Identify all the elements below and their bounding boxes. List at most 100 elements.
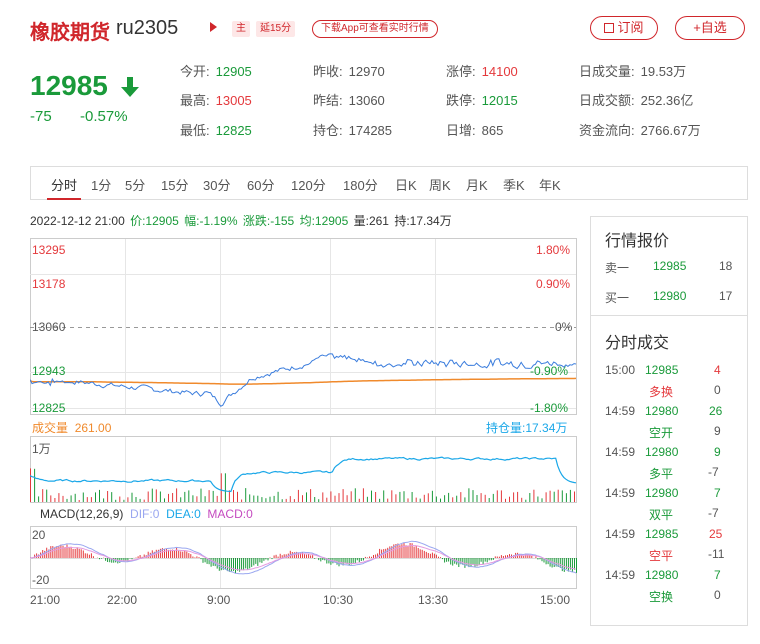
macd-bar bbox=[204, 558, 206, 563]
tab-5[interactable]: 60分 bbox=[247, 178, 275, 193]
tab-7[interactable]: 180分 bbox=[343, 178, 378, 193]
stat-label: 最高: bbox=[180, 93, 210, 108]
subscribe-label: 订阅 bbox=[617, 20, 644, 35]
macd-bar bbox=[541, 558, 543, 562]
volume-bar bbox=[574, 491, 575, 502]
macd-bar bbox=[190, 554, 192, 558]
volume-bar bbox=[70, 495, 72, 502]
volume-bar bbox=[444, 495, 446, 502]
macd-bar bbox=[324, 558, 326, 561]
macd-bar bbox=[251, 558, 253, 567]
play-icon[interactable] bbox=[210, 22, 217, 32]
volume-bar bbox=[476, 495, 478, 502]
macd-bar bbox=[48, 549, 50, 558]
trade-oi-change: 9 bbox=[714, 424, 721, 438]
volume-bar bbox=[66, 498, 68, 502]
volume-bar bbox=[99, 489, 100, 502]
macd-bar bbox=[174, 550, 176, 558]
tab-3[interactable]: 15分 bbox=[161, 178, 189, 193]
macd-bar bbox=[478, 558, 480, 565]
macd-bar bbox=[468, 558, 470, 568]
bid-label: 买一 bbox=[605, 291, 630, 305]
trade-time: 14:59 bbox=[605, 527, 636, 541]
macd-bar bbox=[56, 546, 58, 558]
volume-bar bbox=[334, 495, 336, 502]
volume-bar bbox=[464, 497, 466, 502]
macd-bar bbox=[482, 558, 484, 565]
download-app-link[interactable]: 下载App可查看实时行情 bbox=[312, 20, 438, 38]
tab-9[interactable]: 周K bbox=[429, 178, 451, 193]
intraday-chart[interactable] bbox=[30, 238, 578, 610]
tab-10[interactable]: 月K bbox=[466, 178, 488, 193]
macd-bar bbox=[90, 553, 92, 558]
tab-2[interactable]: 5分 bbox=[125, 178, 146, 193]
macd-bar bbox=[545, 558, 547, 565]
volume-bar bbox=[131, 492, 133, 502]
add-watch-button[interactable]: +自选 bbox=[675, 16, 745, 40]
macd-bar bbox=[559, 558, 561, 568]
macd-bar bbox=[249, 558, 251, 569]
volume-bar bbox=[565, 493, 567, 502]
trade-oi-change: -11 bbox=[708, 547, 725, 561]
macd-bar bbox=[448, 558, 450, 562]
macd-bar bbox=[531, 556, 533, 558]
macd-bar bbox=[348, 558, 350, 566]
tab-0[interactable]: 分时 bbox=[51, 178, 78, 193]
tab-4[interactable]: 30分 bbox=[203, 178, 231, 193]
volume-bar bbox=[472, 490, 474, 502]
volume-bar bbox=[220, 473, 222, 502]
macd-bar bbox=[275, 554, 277, 558]
macd-bar bbox=[407, 545, 409, 558]
tab-6[interactable]: 120分 bbox=[291, 178, 326, 193]
subscribe-button[interactable]: 订阅 bbox=[590, 16, 658, 40]
page-title: 橡胶期货 bbox=[30, 22, 110, 44]
macd-bar bbox=[166, 548, 167, 558]
trade-volume: 9 bbox=[714, 445, 721, 459]
volume-bar bbox=[200, 488, 202, 502]
trade-volume: 7 bbox=[714, 568, 721, 582]
volume-bar bbox=[54, 498, 56, 502]
stat-label: 日成交量: bbox=[579, 64, 635, 79]
volume-label: 成交量 261.00 bbox=[32, 421, 112, 435]
trade-volume: 7 bbox=[714, 486, 721, 500]
volume-bar bbox=[30, 468, 31, 502]
tab-8[interactable]: 日K bbox=[395, 178, 417, 193]
macd-bar bbox=[241, 558, 243, 570]
volume-bar bbox=[561, 490, 563, 502]
macd-panel-frame bbox=[30, 526, 577, 589]
trade-price: 12980 bbox=[645, 486, 679, 500]
volume-bar bbox=[228, 490, 230, 502]
macd-bar bbox=[557, 558, 559, 567]
volume-bar bbox=[379, 498, 381, 502]
macd-bar bbox=[224, 558, 226, 570]
tab-1[interactable]: 1分 bbox=[91, 178, 112, 193]
volume-bar bbox=[147, 491, 149, 502]
macd-bar bbox=[521, 554, 523, 558]
macd-bar bbox=[474, 558, 476, 567]
volume-bar bbox=[569, 489, 571, 502]
stat-6: 跌停: 12015 bbox=[446, 90, 518, 109]
x-label-0900: 9:00 bbox=[207, 593, 231, 607]
volume-bar bbox=[78, 500, 80, 502]
macd-bar bbox=[551, 558, 553, 568]
macd-bar bbox=[58, 546, 60, 558]
macd-bar bbox=[328, 558, 330, 564]
macd-bar bbox=[60, 544, 62, 558]
volume-bar bbox=[119, 496, 121, 502]
stat-4: 最高: 13005 bbox=[180, 90, 252, 109]
tab-12[interactable]: 年K bbox=[539, 178, 561, 193]
volume-bar bbox=[509, 496, 510, 502]
volume-bar bbox=[362, 488, 364, 502]
volume-bar bbox=[496, 490, 498, 502]
volume-bar bbox=[111, 492, 113, 502]
macd-bar bbox=[235, 558, 236, 574]
macd-bar bbox=[429, 553, 431, 558]
open-interest-line bbox=[30, 456, 577, 493]
trade-price: 12980 bbox=[645, 404, 679, 418]
tab-11[interactable]: 季K bbox=[503, 178, 525, 193]
volume-bar bbox=[90, 497, 92, 502]
macd-bar bbox=[334, 558, 336, 563]
macd-bar bbox=[350, 558, 352, 565]
macd-bar bbox=[403, 542, 405, 558]
volume-bar bbox=[346, 495, 348, 502]
